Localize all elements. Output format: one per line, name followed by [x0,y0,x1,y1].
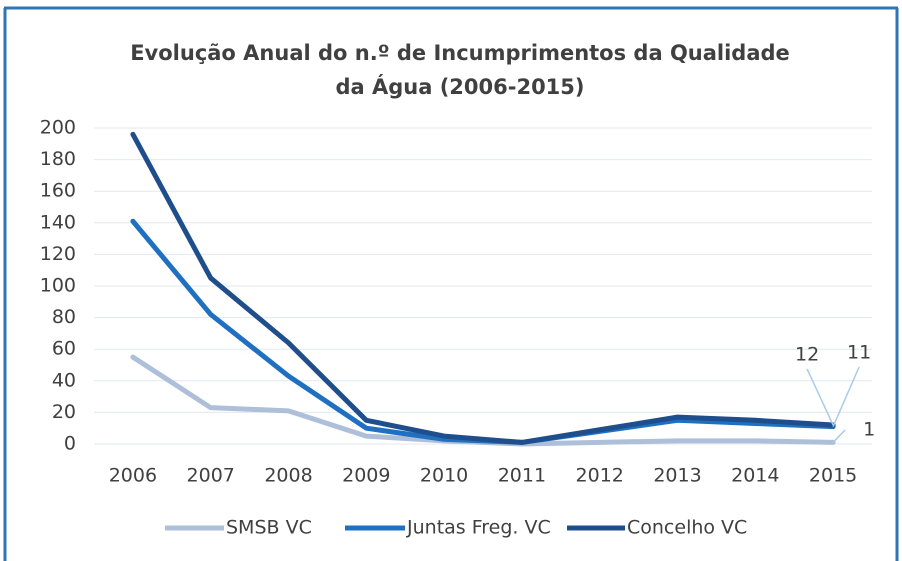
label-leader [832,429,846,443]
label-leader [806,368,834,426]
legend-label: SMSB VC [226,517,312,539]
y-tick-label: 200 [40,117,76,139]
y-tick-label: 0 [64,433,76,455]
x-tick-label: 2011 [498,465,546,487]
y-tick-label: 160 [40,180,76,202]
x-tick-label: 2014 [731,465,779,487]
y-tick-label: 60 [52,338,76,360]
x-tick-label: 2010 [420,465,468,487]
y-tick-label: 20 [52,401,76,423]
x-tick-label: 2006 [109,465,157,487]
y-tick-label: 40 [52,369,76,391]
x-tick-label: 2013 [653,465,701,487]
x-tick-label: 2015 [809,465,857,487]
y-tick-label: 100 [40,275,76,297]
label-leader [832,366,860,427]
legend-label: Concelho VC [627,517,747,539]
chart-title: Evolução Anual do n.º de Incumprimentos … [130,41,790,99]
data-label: 12 [795,344,819,366]
y-tick-label: 140 [40,211,76,233]
y-tick-label: 180 [40,148,76,170]
x-tick-label: 2008 [264,465,312,487]
x-tick-label: 2012 [576,465,624,487]
series-line [130,354,836,447]
legend-label: Juntas Freg. VC [406,517,551,539]
y-tick-label: 120 [40,243,76,265]
x-tick-label: 2007 [187,465,235,487]
data-label: 11 [847,342,871,364]
x-tick-label: 2009 [342,465,390,487]
data-label: 1 [863,419,875,441]
y-tick-label: 80 [52,306,76,328]
series-line [130,131,836,445]
